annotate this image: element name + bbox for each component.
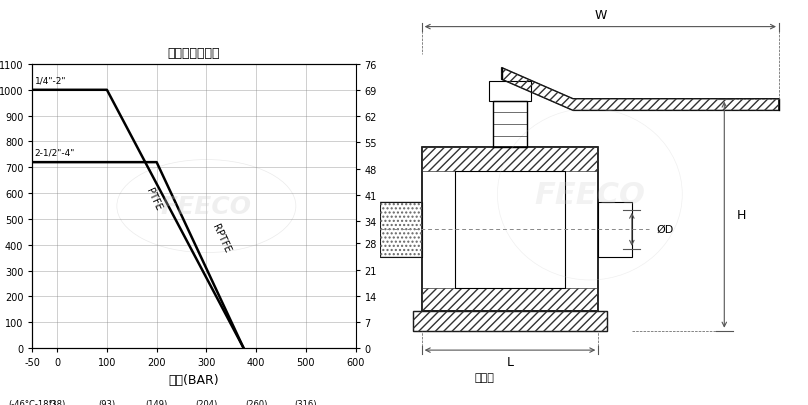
Bar	[456, 171, 565, 288]
Title: 压力温度解析图: 压力温度解析图	[168, 47, 220, 60]
Bar	[493, 101, 527, 148]
Text: W: W	[594, 9, 607, 22]
Bar	[380, 202, 422, 257]
Bar	[414, 311, 607, 331]
Text: (260): (260)	[245, 399, 267, 405]
X-axis label: 压力(BAR): 压力(BAR)	[169, 373, 219, 386]
Text: 1/4"-2": 1/4"-2"	[35, 76, 66, 85]
Text: 2-1/2"-4": 2-1/2"-4"	[35, 148, 75, 157]
Text: (93): (93)	[99, 399, 116, 405]
Text: RPTFE: RPTFE	[210, 222, 232, 254]
Bar	[380, 202, 422, 257]
Text: FEECO: FEECO	[534, 180, 646, 209]
Text: 示意图: 示意图	[475, 373, 494, 382]
Bar	[489, 82, 531, 101]
Text: (-46°C-18°): (-46°C-18°)	[8, 399, 57, 405]
Bar	[422, 148, 598, 171]
Text: (149): (149)	[145, 399, 168, 405]
Text: L: L	[507, 356, 514, 369]
Text: H: H	[736, 209, 746, 222]
Text: FEECO: FEECO	[161, 194, 252, 219]
Text: ØD: ØD	[657, 225, 674, 235]
Bar	[598, 202, 632, 257]
Text: (38): (38)	[48, 399, 65, 405]
Bar	[414, 311, 607, 331]
Text: (316): (316)	[295, 399, 317, 405]
Bar	[422, 148, 598, 311]
Bar	[422, 288, 598, 311]
Text: (204): (204)	[196, 399, 217, 405]
Text: PTFE: PTFE	[145, 186, 164, 211]
